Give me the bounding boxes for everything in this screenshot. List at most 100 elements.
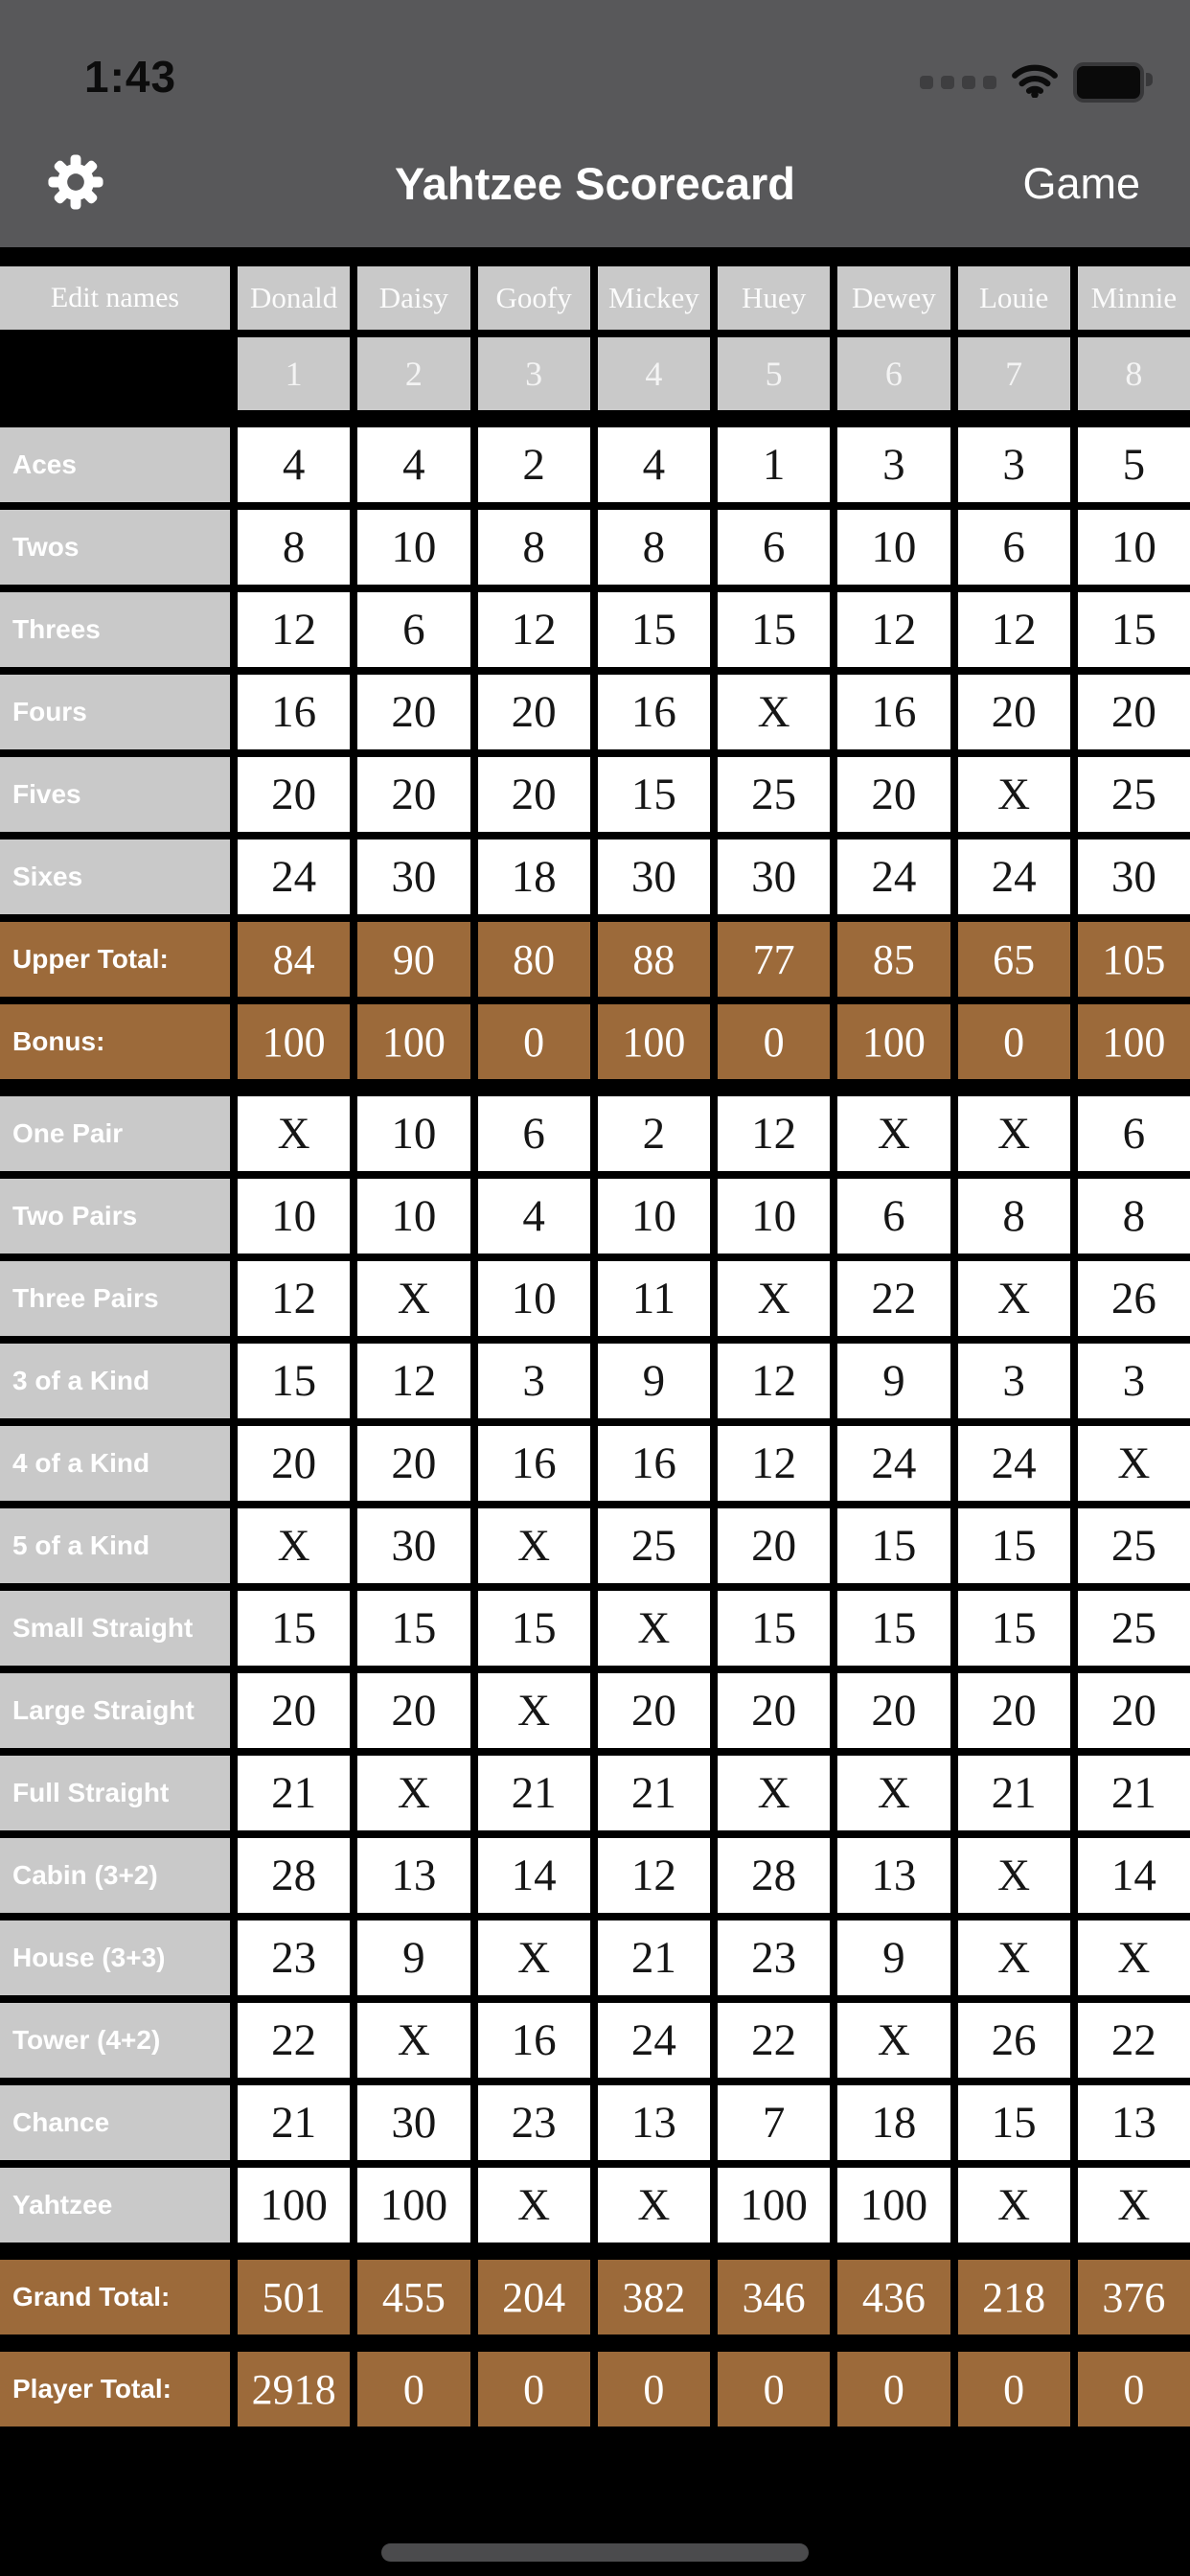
score-cell[interactable]: 30	[1077, 840, 1190, 914]
score-cell[interactable]: 16	[837, 675, 950, 749]
score-cell[interactable]: 25	[1077, 757, 1190, 832]
score-cell[interactable]: 14	[477, 1838, 590, 1913]
score-cell[interactable]: X	[718, 1756, 831, 1830]
score-cell[interactable]: 26	[957, 2003, 1070, 2078]
score-cell[interactable]: 20	[957, 1673, 1070, 1748]
score-cell[interactable]: 15	[238, 1344, 351, 1418]
player-name-cell[interactable]: Louie	[957, 266, 1070, 330]
score-cell[interactable]: X	[357, 1261, 470, 1336]
score-cell[interactable]: 30	[357, 1508, 470, 1583]
score-cell[interactable]: 26	[1077, 1261, 1190, 1336]
score-cell[interactable]: 15	[957, 2085, 1070, 2160]
player-name-cell[interactable]: Daisy	[357, 266, 470, 330]
score-cell[interactable]: 12	[957, 592, 1070, 667]
score-cell[interactable]: 15	[837, 1508, 950, 1583]
score-cell[interactable]: 10	[718, 1179, 831, 1254]
score-cell[interactable]: 20	[718, 1673, 831, 1748]
score-cell[interactable]: 23	[718, 1920, 831, 1995]
score-cell[interactable]: 21	[477, 1756, 590, 1830]
score-cell[interactable]: X	[718, 1261, 831, 1336]
player-name-cell[interactable]: Huey	[718, 266, 831, 330]
score-cell[interactable]: 20	[357, 757, 470, 832]
score-cell[interactable]: 21	[238, 1756, 351, 1830]
score-cell[interactable]: 15	[718, 1591, 831, 1666]
settings-button[interactable]	[42, 150, 109, 218]
score-cell[interactable]: 15	[597, 592, 710, 667]
score-cell[interactable]: 13	[357, 1838, 470, 1913]
score-cell[interactable]: X	[957, 757, 1070, 832]
score-cell[interactable]: 6	[718, 510, 831, 585]
score-cell[interactable]: 20	[238, 1673, 351, 1748]
score-cell[interactable]: 6	[1077, 1096, 1190, 1171]
score-cell[interactable]: X	[837, 2003, 950, 2078]
score-cell[interactable]: 24	[957, 1426, 1070, 1501]
score-cell[interactable]: 4	[238, 427, 351, 502]
score-cell[interactable]: 24	[238, 840, 351, 914]
score-cell[interactable]: X	[477, 2168, 590, 2242]
score-cell[interactable]: 16	[477, 1426, 590, 1501]
score-cell[interactable]: 25	[718, 757, 831, 832]
score-cell[interactable]: 20	[1077, 1673, 1190, 1748]
score-cell[interactable]: 12	[238, 592, 351, 667]
score-cell[interactable]: 21	[238, 2085, 351, 2160]
score-cell[interactable]: X	[837, 1756, 950, 1830]
score-cell[interactable]: 15	[837, 1591, 950, 1666]
score-cell[interactable]: 20	[1077, 675, 1190, 749]
edit-names-button[interactable]: Edit names	[0, 266, 230, 330]
score-cell[interactable]: 10	[357, 510, 470, 585]
score-cell[interactable]: 12	[718, 1096, 831, 1171]
score-cell[interactable]: 25	[1077, 1591, 1190, 1666]
score-cell[interactable]: 30	[357, 2085, 470, 2160]
score-cell[interactable]: X	[477, 1673, 590, 1748]
score-cell[interactable]: 10	[357, 1096, 470, 1171]
score-cell[interactable]: 13	[1077, 2085, 1190, 2160]
score-cell[interactable]: 20	[837, 757, 950, 832]
score-cell[interactable]: 12	[477, 592, 590, 667]
score-cell[interactable]: 16	[597, 1426, 710, 1501]
score-cell[interactable]: 4	[357, 427, 470, 502]
score-cell[interactable]: 8	[477, 510, 590, 585]
score-cell[interactable]: 30	[718, 840, 831, 914]
score-cell[interactable]: 15	[477, 1591, 590, 1666]
score-cell[interactable]: 15	[1077, 592, 1190, 667]
score-cell[interactable]: 18	[477, 840, 590, 914]
score-cell[interactable]: 8	[957, 1179, 1070, 1254]
score-cell[interactable]: X	[1077, 1920, 1190, 1995]
score-cell[interactable]: 15	[957, 1508, 1070, 1583]
score-cell[interactable]: 10	[357, 1179, 470, 1254]
score-cell[interactable]: 21	[597, 1920, 710, 1995]
score-cell[interactable]: 15	[597, 757, 710, 832]
score-cell[interactable]: 21	[957, 1756, 1070, 1830]
score-cell[interactable]: 100	[357, 2168, 470, 2242]
score-cell[interactable]: 3	[957, 1344, 1070, 1418]
score-cell[interactable]: 21	[597, 1756, 710, 1830]
score-cell[interactable]: 22	[238, 2003, 351, 2078]
player-name-cell[interactable]: Minnie	[1077, 266, 1190, 330]
score-cell[interactable]: 20	[238, 757, 351, 832]
score-cell[interactable]: 6	[837, 1179, 950, 1254]
score-cell[interactable]: 22	[837, 1261, 950, 1336]
player-name-cell[interactable]: Dewey	[837, 266, 950, 330]
home-indicator[interactable]	[381, 2543, 809, 2562]
score-cell[interactable]: X	[238, 1096, 351, 1171]
score-cell[interactable]: X	[1077, 2168, 1190, 2242]
score-cell[interactable]: 23	[238, 1920, 351, 1995]
score-cell[interactable]: 8	[1077, 1179, 1190, 1254]
score-cell[interactable]: 100	[837, 2168, 950, 2242]
score-cell[interactable]: 24	[837, 1426, 950, 1501]
score-cell[interactable]: 4	[477, 1179, 590, 1254]
score-cell[interactable]: 12	[597, 1838, 710, 1913]
score-cell[interactable]: 15	[718, 592, 831, 667]
score-cell[interactable]: 6	[477, 1096, 590, 1171]
score-cell[interactable]: 10	[238, 1179, 351, 1254]
score-cell[interactable]: 5	[1077, 427, 1190, 502]
score-cell[interactable]: X	[357, 2003, 470, 2078]
player-name-cell[interactable]: Goofy	[477, 266, 590, 330]
score-cell[interactable]: X	[238, 1508, 351, 1583]
score-cell[interactable]: 20	[357, 1673, 470, 1748]
score-cell[interactable]: 3	[477, 1344, 590, 1418]
score-cell[interactable]: 23	[477, 2085, 590, 2160]
score-cell[interactable]: 12	[238, 1261, 351, 1336]
score-cell[interactable]: X	[477, 1920, 590, 1995]
score-cell[interactable]: 24	[837, 840, 950, 914]
